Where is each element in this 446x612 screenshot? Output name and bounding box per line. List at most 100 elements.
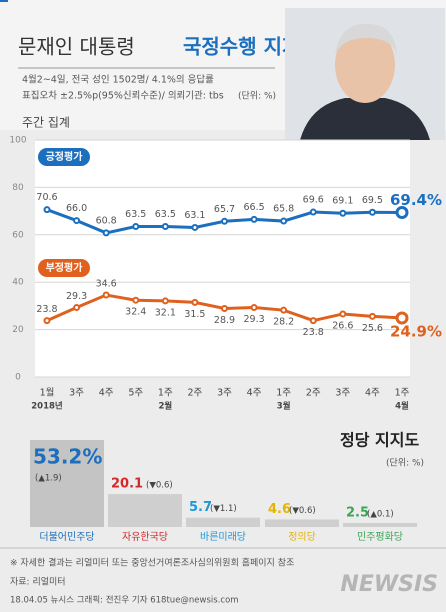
x-tick-label: 3주 bbox=[335, 388, 350, 399]
value-label: 69.1 bbox=[332, 196, 353, 207]
bar bbox=[108, 494, 182, 527]
legend-label: 긍정평가 bbox=[46, 150, 84, 163]
point bbox=[250, 215, 258, 223]
legend-label: 부정평가 bbox=[46, 261, 84, 274]
value-label: 32.1 bbox=[155, 307, 176, 318]
value-label: 66.0 bbox=[66, 203, 87, 214]
value-label: 34.6 bbox=[96, 278, 117, 289]
value-label: 24.9% bbox=[390, 322, 442, 340]
point bbox=[43, 317, 51, 325]
x-tick-label: 4주 bbox=[99, 388, 114, 399]
x-tick-label: 2주 bbox=[306, 388, 321, 399]
title-prefix: 문재인 대통령 bbox=[18, 35, 135, 59]
value-label: 4.6 bbox=[268, 502, 291, 517]
y-tick-label: 60 bbox=[12, 230, 24, 240]
plot-bg bbox=[35, 140, 410, 377]
value-label: 63.5 bbox=[125, 209, 146, 220]
point bbox=[161, 297, 169, 305]
section-label: 주간 집계 bbox=[22, 116, 70, 130]
bar-title: 정당 지지도 bbox=[340, 431, 419, 450]
point bbox=[395, 311, 409, 325]
point bbox=[368, 208, 376, 216]
month-label: 2월 bbox=[158, 401, 172, 412]
value-label: 65.7 bbox=[214, 204, 235, 215]
x-tick-label: 3주 bbox=[217, 388, 232, 399]
unit: (단위: %) bbox=[238, 91, 276, 102]
change-label: (▼1.1) bbox=[210, 504, 237, 514]
change-label: (▲1.9) bbox=[35, 474, 62, 484]
value-label: 63.5 bbox=[155, 209, 176, 220]
logo: NEWSIS bbox=[340, 572, 438, 597]
point bbox=[280, 306, 288, 314]
value-label: 26.6 bbox=[332, 320, 353, 331]
value-label: 70.6 bbox=[36, 192, 57, 203]
accent bbox=[0, 0, 8, 2]
portrait-face bbox=[335, 27, 395, 103]
x-tick-label: 1월 bbox=[40, 387, 55, 399]
footer-source: 자료: 리얼미터 bbox=[10, 577, 66, 588]
x-tick-label: 1주 bbox=[395, 388, 410, 399]
legend-badge bbox=[38, 259, 90, 277]
bar bbox=[186, 517, 260, 527]
change-label: (▼0.6) bbox=[289, 506, 316, 516]
x-tick-label: 2주 bbox=[188, 388, 203, 399]
value-label: 23.8 bbox=[36, 304, 57, 315]
point bbox=[339, 209, 347, 217]
value-label: 20.1 bbox=[111, 477, 143, 492]
value-label: 25.6 bbox=[362, 323, 383, 334]
x-tick-label: 민주평화당 bbox=[357, 531, 403, 543]
y-tick-label: 80 bbox=[12, 183, 24, 193]
month-label: 4월 bbox=[395, 401, 409, 412]
x-tick-label: 5주 bbox=[128, 388, 143, 399]
point bbox=[280, 217, 288, 225]
value-label: 2.5 bbox=[346, 505, 369, 520]
month-label: 2018년 bbox=[31, 401, 63, 412]
value-label: 28.9 bbox=[214, 315, 235, 326]
value-label: 53.2% bbox=[33, 445, 102, 469]
note: 4월2~4일, 전국 성인 1502명/ 4.1%의 응답률 bbox=[22, 74, 214, 86]
point bbox=[221, 217, 228, 225]
y-tick-label: 0 bbox=[15, 373, 21, 383]
portrait-suit bbox=[300, 98, 430, 140]
value-label: 69.6 bbox=[303, 195, 324, 206]
value-label: 5.7 bbox=[189, 500, 212, 515]
x-tick-label: 4주 bbox=[247, 388, 262, 399]
footer-note: ※ 자세한 결과는 리얼미터 또는 중앙선거여론조사심의위원회 홈페이지 참조 bbox=[10, 557, 294, 569]
value-label: 69.4% bbox=[390, 191, 442, 209]
value-label: 31.5 bbox=[184, 309, 205, 320]
bar bbox=[265, 519, 339, 527]
x-tick-label: 더불어민주당 bbox=[39, 531, 94, 543]
x-tick-label: 3주 bbox=[69, 388, 84, 399]
point bbox=[73, 304, 81, 312]
point bbox=[191, 298, 199, 306]
legend-badge bbox=[38, 148, 90, 166]
value-label: 23.8 bbox=[303, 327, 324, 338]
footer-credit: 18.04.05 뉴시스 그래픽: 전진우 기자 618tue@newsis.c… bbox=[10, 595, 239, 606]
value-label: 29.3 bbox=[244, 314, 265, 325]
x-tick-label: 정의당 bbox=[288, 531, 316, 543]
x-tick-label: 4주 bbox=[365, 388, 380, 399]
point bbox=[43, 206, 51, 214]
point bbox=[250, 304, 258, 312]
point bbox=[368, 312, 376, 320]
point bbox=[395, 206, 409, 220]
bar-unit: (단위: %) bbox=[386, 458, 424, 469]
value-label: 65.8 bbox=[273, 204, 294, 215]
point bbox=[73, 217, 81, 225]
x-tick-label: 자유한국당 bbox=[122, 531, 168, 543]
point bbox=[161, 223, 169, 231]
change-label: (▼0.6) bbox=[146, 481, 173, 491]
note: 표집오차 ±2.5%p(95%신뢰수준)/ 의뢰기관: tbs bbox=[22, 90, 224, 102]
value-label: 32.4 bbox=[125, 307, 146, 318]
y-tick-label: 40 bbox=[12, 278, 24, 288]
point bbox=[102, 229, 110, 237]
y-tick-label: 20 bbox=[12, 325, 24, 335]
portrait-hair bbox=[335, 23, 397, 55]
x-tick-label: 1주 bbox=[276, 388, 291, 399]
point bbox=[102, 291, 110, 299]
x-tick-label: 바른미래당 bbox=[200, 531, 246, 543]
bar-chart: 정당 지지도(단위: %)더불어민주당53.2%(▲1.9)자유한국당20.1(… bbox=[30, 431, 424, 543]
point bbox=[221, 305, 228, 313]
point bbox=[339, 310, 347, 318]
line-chart: 0 20 40 60 80 100 1월 2018년 3주 4주 5주 1주 2월 2주 3주 4주 1주 3월 2… bbox=[9, 136, 442, 412]
